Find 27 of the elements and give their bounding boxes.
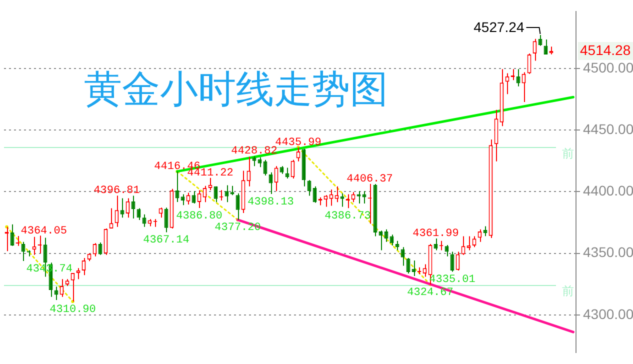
text: 4514.28 [580, 42, 631, 58]
annotation: 4310.90 [50, 304, 96, 316]
candlestick [252, 156, 256, 167]
annotation: 4406.37 [346, 173, 393, 186]
annotation: 4364.05 [20, 225, 67, 238]
annotation: 4527.24 [474, 18, 524, 35]
y-tick-label: 4500.00 [583, 59, 633, 76]
annotation: 4377.20 [214, 222, 261, 234]
candlestick [356, 190, 361, 204]
annotation: 4428.82 [231, 146, 278, 158]
ref-line-label: 前 [562, 146, 574, 161]
ref-line-label: 前 [562, 284, 574, 298]
candlestick [334, 186, 339, 203]
annotation: 4396.81 [94, 185, 140, 198]
annotation: 4386.80 [176, 210, 222, 222]
y-tick-label: 4400.00 [583, 182, 633, 199]
annotation: 4367.14 [143, 234, 190, 247]
annotation: 4435.99 [275, 136, 322, 149]
y-tick-label: 4350.00 [583, 244, 633, 260]
candlestick [362, 190, 366, 204]
y-tick-label: 4300.00 [583, 306, 633, 322]
annotation: 4411.22 [187, 167, 234, 180]
text: 黄金小时线走势图 [84, 66, 388, 113]
y-tick-label: 4450.00 [583, 121, 633, 137]
annotation: 4398.13 [248, 196, 294, 208]
annotation: 4324.67 [407, 286, 454, 299]
annotation: 4361.99 [412, 228, 459, 240]
